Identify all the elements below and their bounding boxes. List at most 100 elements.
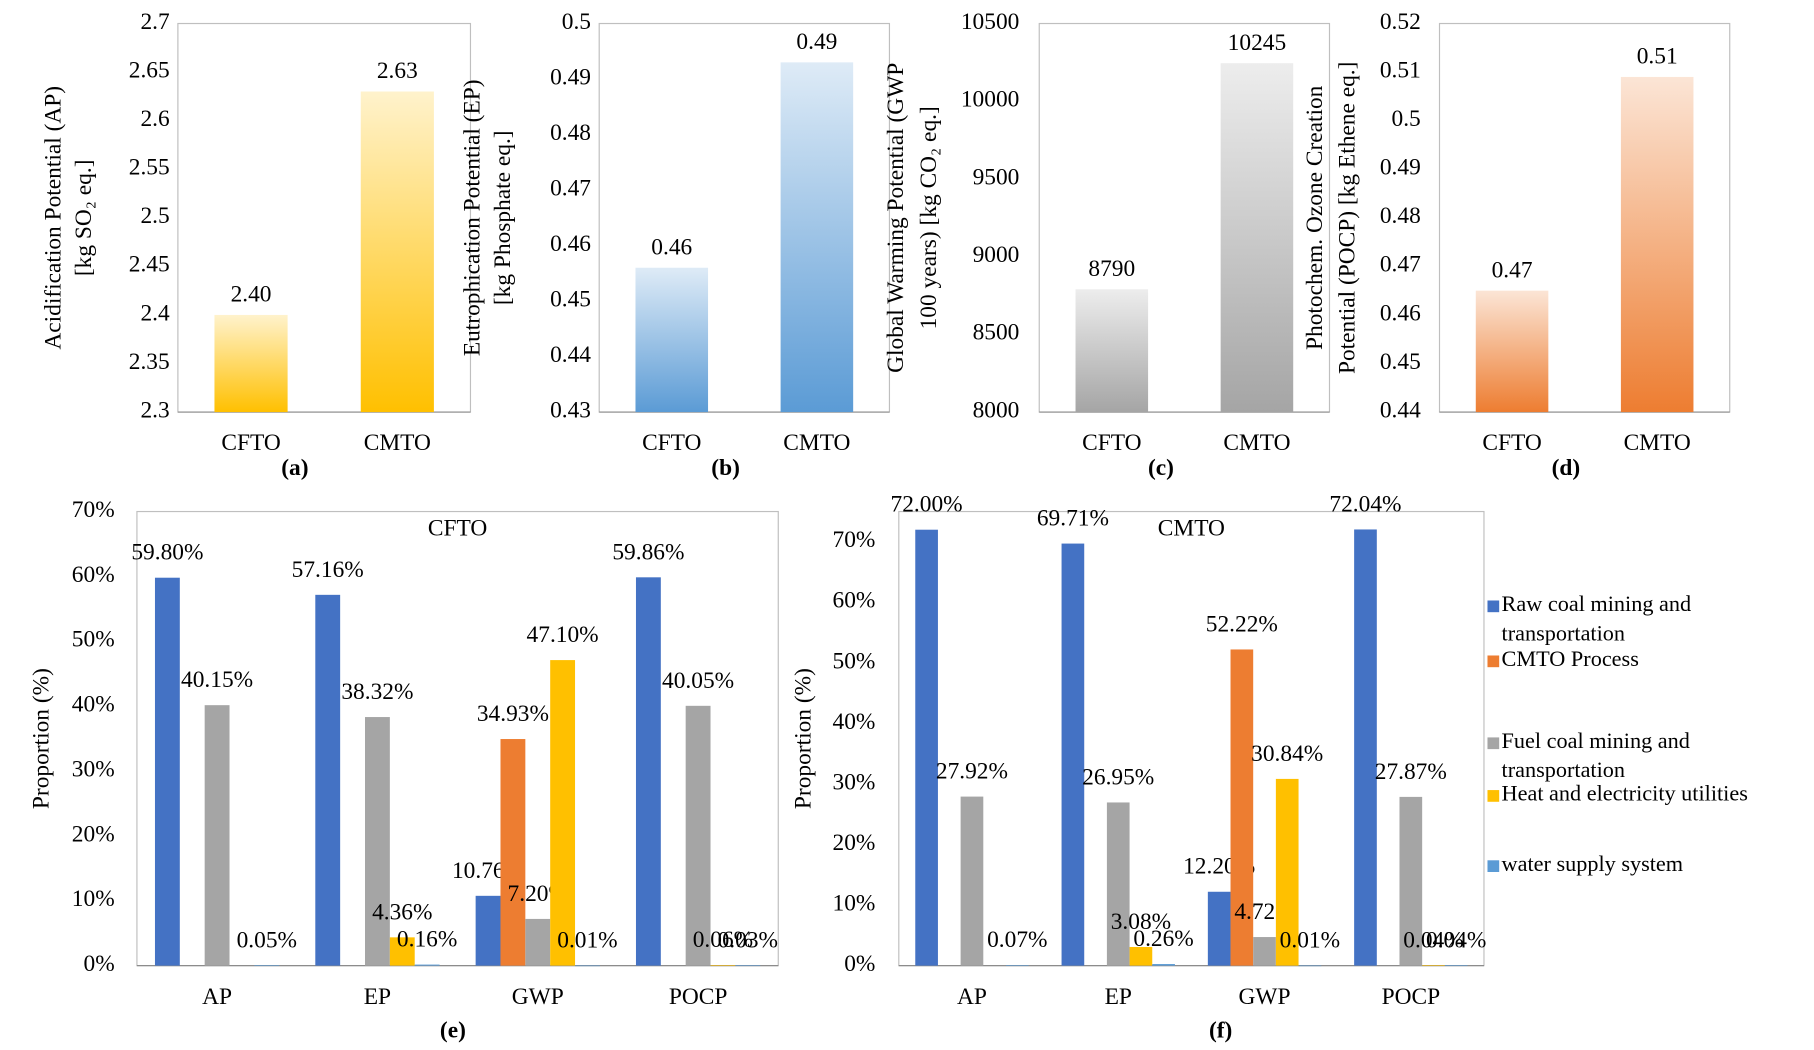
bar [735, 965, 761, 967]
bar [1230, 649, 1254, 966]
bar [550, 660, 576, 966]
bar [1075, 289, 1149, 413]
y-tick-label: 8500 [973, 320, 1020, 346]
value-label: 30.84% [1251, 741, 1323, 767]
value-label: 0.47 [1492, 257, 1533, 283]
y-axis-label: Photochem. Ozone Creation [1302, 85, 1328, 350]
bar [315, 594, 341, 966]
bar [525, 918, 551, 966]
value-label: 34.93% [477, 701, 549, 727]
y-tick-label: 0.44 [550, 342, 591, 368]
y-tick-label: 30% [833, 769, 876, 795]
bar [1152, 964, 1175, 966]
y-tick-label: 40% [833, 709, 876, 735]
y-axis-label: Proportion (%) [29, 668, 55, 809]
x-tick-label: CFTO [221, 430, 280, 456]
bar [475, 895, 501, 966]
y-tick-label: 10% [72, 886, 115, 912]
y-tick-label: 2.35 [129, 349, 170, 375]
y-tick-label: 9000 [973, 242, 1020, 268]
value-label: 4.36% [372, 899, 432, 925]
y-axis-label: Acidification Potential (AP) [40, 86, 66, 350]
y-tick-label: 0.52 [1380, 9, 1421, 35]
x-tick-label: GWP [1239, 984, 1291, 1010]
value-label: 2.40 [231, 282, 272, 308]
bar [1220, 63, 1294, 413]
legend-swatch [1487, 737, 1500, 750]
caption: (a) [281, 455, 308, 481]
legend-entry: water supply system [1501, 852, 1684, 877]
caption: (b) [711, 455, 740, 481]
y-tick-label: 10500 [961, 9, 1019, 35]
x-tick-label: CMTO [783, 430, 850, 456]
y-tick-label: 0.5 [562, 9, 591, 35]
value-label: 2.63 [377, 58, 418, 84]
value-label: 0.03% [718, 927, 778, 953]
value-label: 47.10% [527, 622, 599, 648]
x-tick-label: CMTO [1223, 430, 1290, 456]
y-tick-label: 0.48 [550, 120, 591, 146]
value-label: 40.05% [662, 668, 734, 694]
y-tick-label: 0% [844, 951, 875, 977]
bar [1298, 965, 1322, 967]
x-tick-label: CMTO [364, 430, 431, 456]
y-tick-label: 10000 [961, 87, 1019, 113]
bar [1207, 891, 1231, 966]
y-axis-label: Potential (POCP) [kg Ethene eq.] [1335, 62, 1361, 374]
value-label: 0.07% [987, 927, 1047, 953]
y-tick-label: 0% [84, 951, 115, 977]
value-label: 0.05% [237, 927, 297, 953]
value-label: 0.16% [397, 927, 457, 953]
legend-swatch [1487, 600, 1500, 613]
x-tick-label: AP [957, 984, 987, 1010]
y-tick-label: 0.46 [550, 231, 591, 257]
y-tick-label: 40% [72, 692, 115, 718]
value-label: 0.26% [1133, 926, 1193, 952]
bar [685, 705, 711, 966]
value-label: 27.92% [936, 759, 1008, 785]
value-label: 0.04% [1403, 927, 1463, 953]
legend-label: Heat and electricity utilities [1501, 781, 1748, 807]
bar [780, 62, 854, 413]
legend-label: water supply system [1501, 852, 1684, 877]
x-tick-label: CFTO [1482, 430, 1541, 456]
bar [1444, 965, 1468, 966]
x-tick-label: AP [202, 984, 232, 1010]
y-tick-label: 0.45 [550, 286, 591, 312]
value-label: 10245 [1228, 30, 1286, 56]
bar [500, 739, 526, 966]
y-tick-label: 0.51 [1380, 57, 1421, 83]
y-tick-label: 60% [72, 562, 115, 588]
bar [360, 91, 434, 413]
bar [1354, 529, 1377, 966]
y-tick-label: 50% [72, 627, 115, 653]
value-label: 69.71% [1037, 506, 1109, 532]
bar [1475, 290, 1549, 413]
bar [365, 717, 390, 966]
caption: (f) [1209, 1018, 1232, 1044]
y-tick-label: 8000 [973, 397, 1020, 423]
y-tick-label: 2.55 [129, 155, 170, 181]
x-tick-label: EP [364, 984, 391, 1010]
y-tick-label: 0.44 [1380, 397, 1421, 423]
value-label: 0.01% [1280, 928, 1340, 954]
bar [1061, 543, 1085, 966]
y-tick-label: 2.4 [140, 300, 170, 326]
bar [635, 267, 709, 413]
y-tick-label: 20% [72, 821, 115, 847]
legend-swatch [1487, 790, 1500, 802]
value-label: 0.46 [651, 234, 692, 260]
x-tick-label: POCP [669, 984, 728, 1010]
y-tick-label: 0.49 [1380, 155, 1421, 181]
caption: (d) [1552, 455, 1581, 481]
bar [1422, 965, 1445, 966]
caption: (e) [440, 1018, 466, 1044]
bar [1106, 802, 1130, 966]
value-label: 59.80% [131, 540, 203, 566]
plot-frame [136, 510, 779, 967]
y-axis-label: Eutrophication Potential (EP) [459, 79, 485, 356]
bar [1129, 946, 1153, 966]
value-label: 0.06% [693, 927, 753, 953]
